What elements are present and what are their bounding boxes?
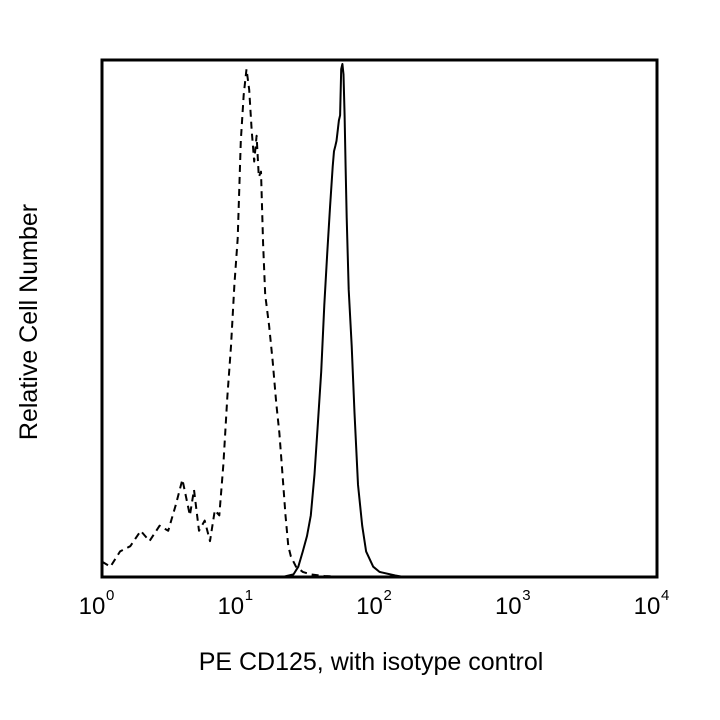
x-tick-exponent: 4: [661, 587, 669, 604]
series-layer: [101, 63, 405, 578]
x-tick-label-0: 10 0: [79, 587, 115, 620]
series-line-stained: [282, 63, 405, 578]
y-axis-title: Relative Cell Number: [15, 204, 43, 440]
x-tick-exponent: 0: [106, 587, 114, 604]
x-tick-exponent: 1: [245, 587, 253, 604]
series-line-isotype-control: [101, 68, 349, 578]
x-tick-label-2: 10 2: [356, 587, 392, 620]
x-tick-base: 10: [356, 593, 383, 620]
x-tick-base: 10: [495, 593, 522, 620]
x-tick-label-3: 10 3: [495, 587, 531, 620]
x-tick-exponent: 2: [384, 587, 392, 604]
x-tick-base: 10: [79, 593, 106, 620]
x-tick-label-1: 10 1: [217, 587, 253, 620]
x-tick-exponent: 3: [522, 587, 530, 604]
x-tick-layer: 10 0 10 1 10 2 10 3 10 4: [79, 587, 670, 620]
x-tick-base: 10: [217, 593, 244, 620]
x-tick-label-4: 10 4: [634, 587, 670, 620]
plot-frame: [100, 58, 659, 579]
x-tick-base: 10: [634, 593, 661, 620]
x-axis-title: PE CD125, with isotype control: [199, 648, 544, 676]
